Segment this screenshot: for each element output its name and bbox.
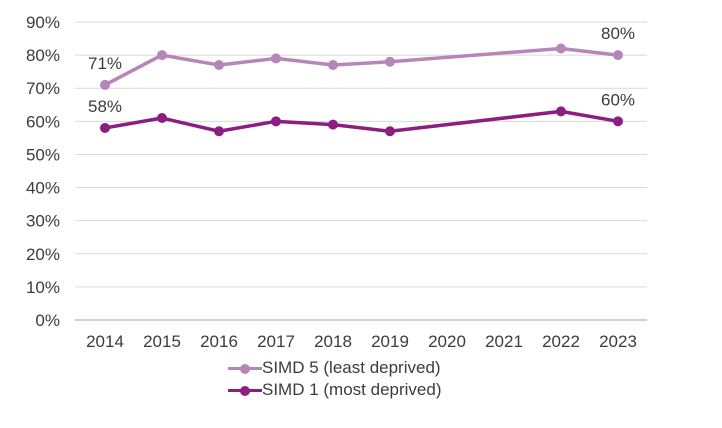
data-label: 58% <box>88 97 122 116</box>
x-axis-tick-label: 2017 <box>257 332 295 351</box>
data-point-simd5 <box>328 60 338 71</box>
data-point-simd5 <box>556 43 566 54</box>
data-point-simd1 <box>214 126 224 137</box>
data-label: 80% <box>601 24 635 43</box>
x-axis-tick-label: 2021 <box>485 332 523 351</box>
y-axis-tick-label: 70% <box>26 79 60 98</box>
data-point-simd1 <box>385 126 395 137</box>
x-axis-tick-label: 2023 <box>599 332 637 351</box>
x-axis-tick-label: 2015 <box>143 332 181 351</box>
y-axis-tick-label: 50% <box>26 145 60 164</box>
y-axis-tick-label: 90% <box>26 13 60 32</box>
series-line-simd1 <box>103 109 620 134</box>
y-axis-tick-label: 30% <box>26 212 60 231</box>
data-point-simd5 <box>100 79 110 90</box>
x-axis-tick-label: 2014 <box>86 332 124 351</box>
chart-legend: SIMD 5 (least deprived) SIMD 1 (most dep… <box>228 358 442 400</box>
data-point-simd5 <box>613 50 623 61</box>
y-axis-tick-label: 80% <box>26 46 60 65</box>
y-axis-tick-label: 60% <box>26 112 60 131</box>
x-axis-tick-label: 2022 <box>542 332 580 351</box>
x-axis-tick-label: 2020 <box>428 332 466 351</box>
data-point-simd1 <box>100 122 110 133</box>
y-axis-tick-label: 40% <box>26 179 60 198</box>
data-point-simd1 <box>613 116 623 127</box>
simd1-line-marker-icon <box>228 384 262 397</box>
data-point-simd5 <box>214 60 224 71</box>
data-label: 71% <box>88 54 122 73</box>
data-label: 60% <box>601 90 635 109</box>
simd5-line-marker-icon <box>228 362 262 375</box>
data-point-simd5 <box>271 53 281 64</box>
data-point-simd5 <box>157 50 167 61</box>
data-point-simd1 <box>556 106 566 117</box>
y-axis-tick-label: 20% <box>26 245 60 264</box>
data-point-simd1 <box>271 116 281 127</box>
x-axis-tick-label: 2019 <box>371 332 409 351</box>
y-axis-tick-label: 0% <box>35 311 60 330</box>
data-point-simd5 <box>385 56 395 67</box>
legend-label-simd1: SIMD 1 (most deprived) <box>262 380 442 399</box>
x-axis-tick-label: 2016 <box>200 332 238 351</box>
data-point-simd1 <box>157 113 167 124</box>
x-axis-tick-label: 2018 <box>314 332 352 351</box>
legend-label-simd5: SIMD 5 (least deprived) <box>262 358 441 377</box>
series-line-simd5 <box>103 46 620 87</box>
y-axis-tick-label: 10% <box>26 278 60 297</box>
legend-item-simd1: SIMD 1 (most deprived) <box>228 380 442 400</box>
legend-item-simd5: SIMD 5 (least deprived) <box>228 358 442 378</box>
data-point-simd1 <box>328 119 338 130</box>
